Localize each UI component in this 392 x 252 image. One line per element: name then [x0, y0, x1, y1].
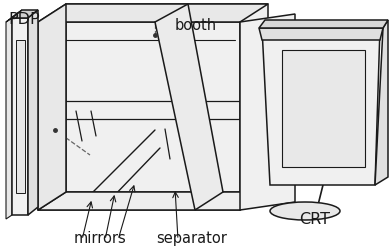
Polygon shape [155, 4, 223, 210]
Polygon shape [16, 40, 25, 193]
Polygon shape [375, 20, 388, 185]
Polygon shape [28, 10, 38, 215]
Polygon shape [6, 18, 12, 219]
Polygon shape [38, 192, 268, 210]
Polygon shape [262, 28, 380, 185]
Polygon shape [38, 4, 268, 22]
Polygon shape [240, 14, 295, 210]
Text: CRT: CRT [299, 212, 330, 227]
Polygon shape [282, 50, 365, 167]
Text: mirrors: mirrors [74, 231, 126, 246]
Text: PDP: PDP [8, 12, 40, 27]
Text: booth: booth [175, 18, 217, 33]
Polygon shape [38, 4, 66, 210]
Polygon shape [66, 4, 268, 192]
Text: separator: separator [156, 231, 227, 246]
Polygon shape [6, 10, 22, 22]
Polygon shape [259, 28, 383, 40]
Ellipse shape [270, 202, 340, 220]
Polygon shape [12, 10, 38, 18]
Polygon shape [12, 18, 28, 215]
Polygon shape [259, 20, 388, 28]
